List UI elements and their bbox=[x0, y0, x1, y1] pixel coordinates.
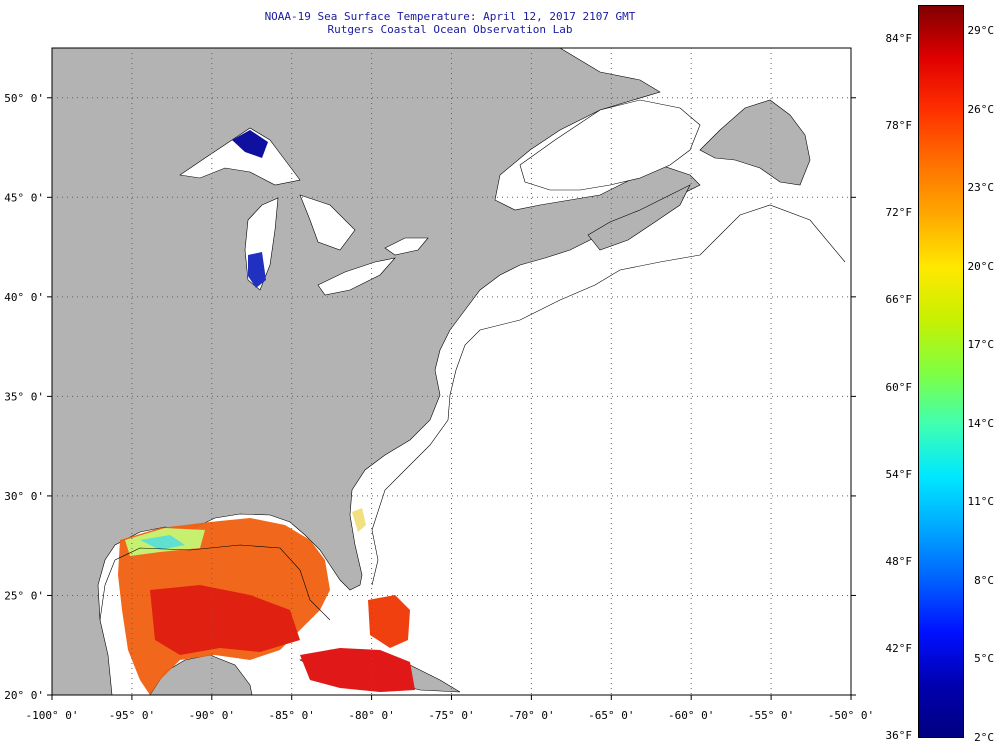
lat-label: 40° 0' bbox=[4, 291, 44, 304]
lat-label: 35° 0' bbox=[4, 390, 44, 403]
celsius-label: 14°C bbox=[967, 416, 995, 430]
celsius-label: 2°C bbox=[974, 731, 994, 744]
lat-label: 25° 0' bbox=[4, 589, 44, 602]
gulf-shelf-contour bbox=[99, 544, 331, 621]
fahrenheit-label: 54°F bbox=[885, 467, 913, 481]
lake-superior bbox=[179, 127, 301, 186]
sst-florida-straits bbox=[300, 648, 415, 692]
sst-atlantic-coastal bbox=[352, 508, 366, 532]
fahrenheit-label: 48°F bbox=[885, 554, 913, 568]
lake-ontario bbox=[384, 237, 429, 256]
lon-label: -50° 0' bbox=[828, 709, 874, 722]
fahrenheit-label: 36°F bbox=[885, 729, 913, 742]
fahrenheit-label: 78°F bbox=[885, 119, 913, 133]
temperature-colorbar bbox=[918, 5, 964, 738]
gulf-st-lawrence bbox=[519, 99, 701, 191]
land-nova-scotia bbox=[587, 184, 691, 251]
shelf-contour bbox=[371, 204, 846, 586]
fahrenheit-label: 60°F bbox=[885, 380, 913, 394]
lon-label: -60° 0' bbox=[668, 709, 714, 722]
celsius-label: 8°C bbox=[974, 573, 994, 587]
celsius-label: 17°C bbox=[967, 338, 995, 352]
lon-label: -95° 0' bbox=[109, 709, 155, 722]
lat-label: 50° 0' bbox=[4, 92, 44, 105]
lon-label: -100° 0' bbox=[26, 709, 79, 722]
lake-huron bbox=[299, 194, 356, 251]
fahrenheit-label: 42°F bbox=[885, 641, 913, 655]
lake-erie bbox=[317, 257, 396, 296]
celsius-label: 29°C bbox=[967, 24, 995, 37]
lat-label: 45° 0' bbox=[4, 191, 44, 204]
lake-superior-cold bbox=[232, 130, 268, 158]
celsius-label: 5°C bbox=[974, 652, 994, 666]
celsius-label: 23°C bbox=[967, 181, 995, 195]
lon-label: -55° 0' bbox=[748, 709, 794, 722]
sst-gulf-cool-patch bbox=[140, 535, 185, 550]
land-newfoundland bbox=[699, 99, 811, 186]
graticule bbox=[47, 48, 856, 700]
sst-bahamas bbox=[368, 595, 410, 648]
axis-labels: -100° 0' -95° 0' -90° 0' -85° 0' -80° 0' -75°… bbox=[4, 92, 874, 722]
lon-label: -85° 0' bbox=[269, 709, 315, 722]
lake-michigan-cold bbox=[248, 252, 266, 288]
fahrenheit-label: 84°F bbox=[885, 32, 913, 45]
lon-label: -80° 0' bbox=[348, 709, 394, 722]
map-title: NOAA-19 Sea Surface Temperature: April 1… bbox=[264, 10, 636, 23]
sst-gulf-warm-core bbox=[150, 585, 300, 655]
celsius-label: 26°C bbox=[967, 102, 995, 116]
lon-label: -90° 0' bbox=[189, 709, 235, 722]
celsius-label: 11°C bbox=[967, 495, 995, 509]
lon-label: -65° 0' bbox=[588, 709, 634, 722]
celsius-label: 20°C bbox=[967, 259, 995, 273]
lat-label: 30° 0' bbox=[4, 490, 44, 503]
fahrenheit-label: 66°F bbox=[885, 293, 913, 307]
fahrenheit-label: 72°F bbox=[885, 206, 913, 220]
lat-label: 20° 0' bbox=[4, 689, 44, 702]
lon-label: -70° 0' bbox=[508, 709, 554, 722]
map-subtitle: Rutgers Coastal Ocean Observation Lab bbox=[327, 23, 573, 36]
lon-label: -75° 0' bbox=[428, 709, 474, 722]
